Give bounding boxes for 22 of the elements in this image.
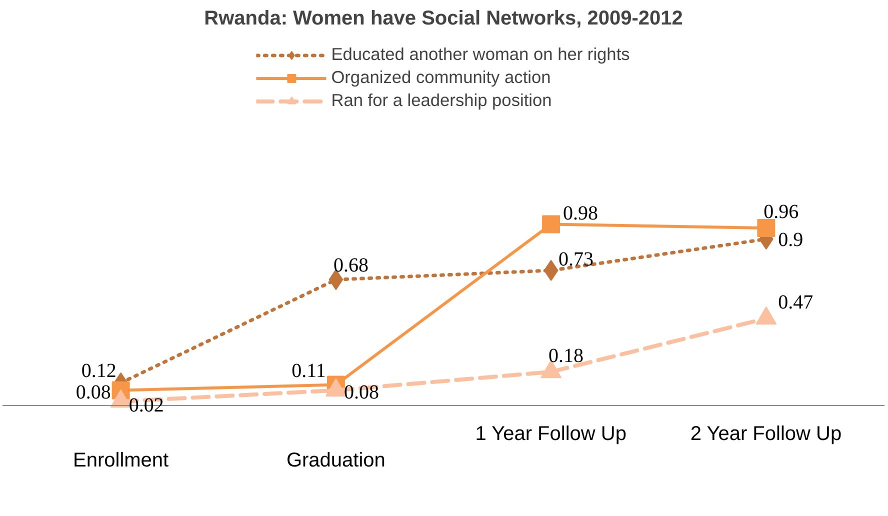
chart-title: Rwanda: Women have Social Networks, 2009-2012: [204, 8, 683, 30]
legend-label: Ran for a leadership position: [331, 90, 552, 111]
data-label: 0.73: [558, 248, 594, 270]
x-tick-label: 1 Year Follow Up: [475, 423, 626, 446]
data-label: 0.98: [563, 202, 598, 224]
x-tick-label: Enrollment: [73, 449, 170, 472]
legend-label: Educated another woman on her rights: [331, 44, 630, 65]
point: [757, 218, 776, 237]
x-tick-label: Graduation: [286, 449, 386, 472]
data-label: 0.96: [764, 200, 799, 223]
data-label: 0.9: [778, 229, 804, 252]
data-label: 0.12: [81, 360, 116, 382]
point: [542, 215, 560, 234]
x-tick-label: 2 Year Follow Up: [690, 423, 842, 446]
data-label: 0.08: [344, 381, 379, 404]
data-label: 0.02: [128, 394, 164, 416]
data-label: 0.68: [333, 254, 368, 277]
data-label: 0.18: [548, 344, 584, 367]
legend-label: Organized community action: [331, 67, 551, 88]
data-label: 0.11: [292, 360, 326, 382]
data-label: 0.08: [76, 381, 111, 404]
data-label: 0.47: [778, 291, 814, 314]
